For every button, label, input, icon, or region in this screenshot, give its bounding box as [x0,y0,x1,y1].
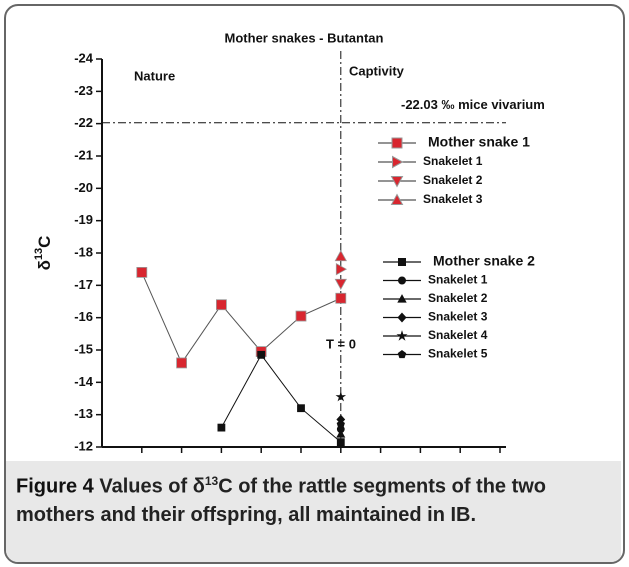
x-tick-label: 30 [334,458,348,462]
y-tick-label: -15 [74,341,93,356]
y-tick-label: -12 [74,438,93,453]
legend-label: Mother snake 2 [433,253,535,269]
x-tick-label: 54 [493,458,508,462]
legend-marker [392,155,404,169]
marker [217,423,226,432]
x-tick-label: 48 [453,458,467,462]
legend-marker [398,276,406,285]
marker [335,391,347,402]
annotation: T = 0 [326,336,356,351]
marker [335,262,348,276]
marker [297,404,305,413]
y-tick-label: -21 [74,147,93,162]
y-tick-label: -17 [74,277,93,292]
figure: Mother snakes - Butantan -24 -23 -22 -21 -20… [4,4,625,564]
legend-label: Snakelet 2 [423,173,483,187]
marker [336,438,345,447]
legend-marker [391,137,403,149]
legend-label: Snakelet 1 [423,154,483,168]
legend-marker [396,330,408,341]
legend-label: Snakelet 3 [428,310,488,324]
caption-label: Figure 4 [16,475,94,498]
marker [336,420,345,428]
legend-label: Snakelet 2 [428,291,488,305]
legend-marker [397,312,407,323]
marker [334,278,347,291]
caption-text: C of the rattle segments of the two moth… [16,475,547,526]
hline-label: -22.03 ‰ mice vivarium [401,97,545,112]
series-line [141,272,342,364]
marker [136,266,148,278]
x-tick-label: 6 [178,458,185,462]
x-tick-label: 0 [138,458,145,462]
annotation: Captivity [349,63,405,78]
y-label-part: δ [35,260,54,270]
marker [257,350,266,359]
legend-label: Mother snake 1 [428,134,530,150]
legend-marker [397,350,407,359]
y-tick-label: -23 [74,83,93,98]
series-line [220,353,342,443]
y-label: δ13C [33,236,55,271]
marker [336,429,346,438]
legend-label: Snakelet 5 [428,347,488,361]
x-tick-label: 18 [254,458,268,462]
y-tick-label: -24 [74,50,94,65]
marker [176,357,188,369]
y-tick-label: -20 [74,180,93,195]
caption: Figure 4 Values of δ13C of the rattle se… [6,461,621,562]
legend-marker [390,193,404,205]
legend-label: Snakelet 1 [428,273,488,287]
caption-text: Values of δ [99,475,205,498]
y-tick-label: -13 [74,406,93,421]
y-tick-label: -22 [74,115,93,130]
marker [215,299,227,311]
chart-title: Mother snakes - Butantan [225,30,384,45]
y-label-part: C [35,236,54,248]
marker [295,310,307,322]
x-tick-label: 36 [373,458,387,462]
marker [335,292,347,304]
y-tick-label: -18 [74,244,93,259]
x-tick-label: 42 [413,458,427,462]
annotation: Nature [134,68,175,83]
caption-sup: 13 [204,474,219,488]
marker [334,249,347,262]
y-tick-label: -19 [74,212,93,227]
x-tick-label: 24 [294,458,309,462]
x-tick-label: 12 [214,458,228,462]
y-label-part: 13 [33,248,45,260]
legend-label: Snakelet 3 [423,192,483,206]
legend-marker [397,294,407,303]
y-tick-label: -14 [74,374,94,389]
y-tick-label: -16 [74,309,93,324]
legend-marker [398,258,406,266]
chart: Mother snakes - Butantan -24 -23 -22 -21 -20… [33,30,545,462]
legend-label: Snakelet 4 [428,328,488,342]
legend-marker [390,176,404,188]
